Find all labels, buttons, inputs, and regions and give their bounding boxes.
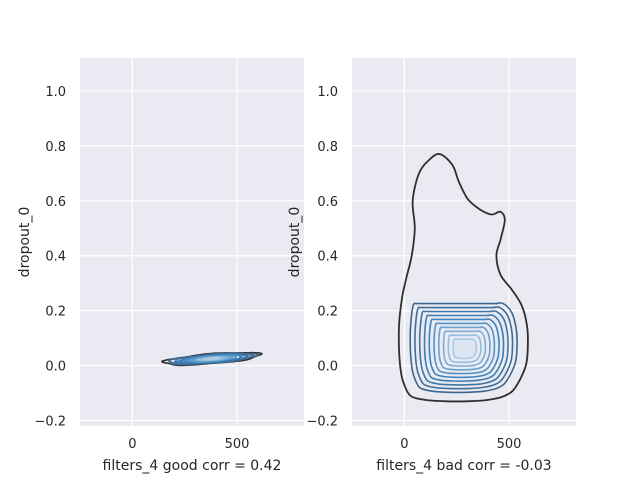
x-tick-label: 500 xyxy=(225,437,250,452)
y-tick-label: 0.6 xyxy=(317,195,338,210)
x-ticks-right: 0 500 xyxy=(400,437,521,452)
density-contour xyxy=(437,326,491,371)
density-contour xyxy=(452,338,478,360)
x-tick-label: 0 xyxy=(128,437,136,452)
density-contour xyxy=(433,322,496,375)
y-axis-label-right: dropout_0 xyxy=(287,207,303,278)
y-axis-label-left: dropout_0 xyxy=(17,207,33,278)
density-contour xyxy=(447,334,482,364)
plot-area-left xyxy=(80,58,304,426)
y-ticks-right: −0.2 0.0 0.2 0.4 0.6 0.8 1.0 xyxy=(306,85,338,430)
y-tick-label: 0.8 xyxy=(317,140,338,155)
grid-left xyxy=(80,58,304,426)
y-tick-label: 0.2 xyxy=(45,305,66,320)
y-tick-label: 0.0 xyxy=(317,360,338,375)
x-axis-label-right: filters_4 bad corr = -0.03 xyxy=(376,458,551,474)
y-tick-label: 0.2 xyxy=(317,305,338,320)
grid-right xyxy=(352,58,576,426)
y-tick-label: 0.6 xyxy=(45,195,66,210)
density-contour xyxy=(202,356,222,361)
density-contour xyxy=(418,310,509,386)
y-tick-label: −0.2 xyxy=(306,415,338,430)
density-contour xyxy=(397,153,529,403)
density-contour xyxy=(428,318,500,379)
y-tick-label: 0.4 xyxy=(317,250,338,265)
density-contour xyxy=(414,306,514,390)
x-tick-label: 0 xyxy=(400,437,408,452)
axes-left: 0 500 −0.2 0.0 0.2 0.4 0.6 0.8 1.0 filters_4 go… xyxy=(17,58,304,474)
contours-left xyxy=(160,351,263,367)
y-tick-label: 0.8 xyxy=(45,140,66,155)
y-tick-label: 0.4 xyxy=(45,250,66,265)
y-tick-label: 0.0 xyxy=(45,360,66,375)
contours-right xyxy=(397,153,529,403)
axes-right: 0 500 −0.2 0.0 0.2 0.4 0.6 0.8 1.0 filters_4 ba… xyxy=(287,58,576,474)
density-contour xyxy=(409,302,518,394)
y-tick-label: −0.2 xyxy=(34,415,66,430)
x-axis-label-left: filters_4 good corr = 0.42 xyxy=(103,458,282,474)
plot-area-right xyxy=(352,58,576,426)
x-ticks-left: 0 500 xyxy=(128,437,249,452)
y-tick-label: 1.0 xyxy=(45,85,66,100)
y-ticks-left: −0.2 0.0 0.2 0.4 0.6 0.8 1.0 xyxy=(34,85,66,430)
x-tick-label: 500 xyxy=(497,437,522,452)
y-tick-label: 1.0 xyxy=(317,85,338,100)
density-contour xyxy=(442,330,487,367)
density-contour xyxy=(423,314,505,382)
